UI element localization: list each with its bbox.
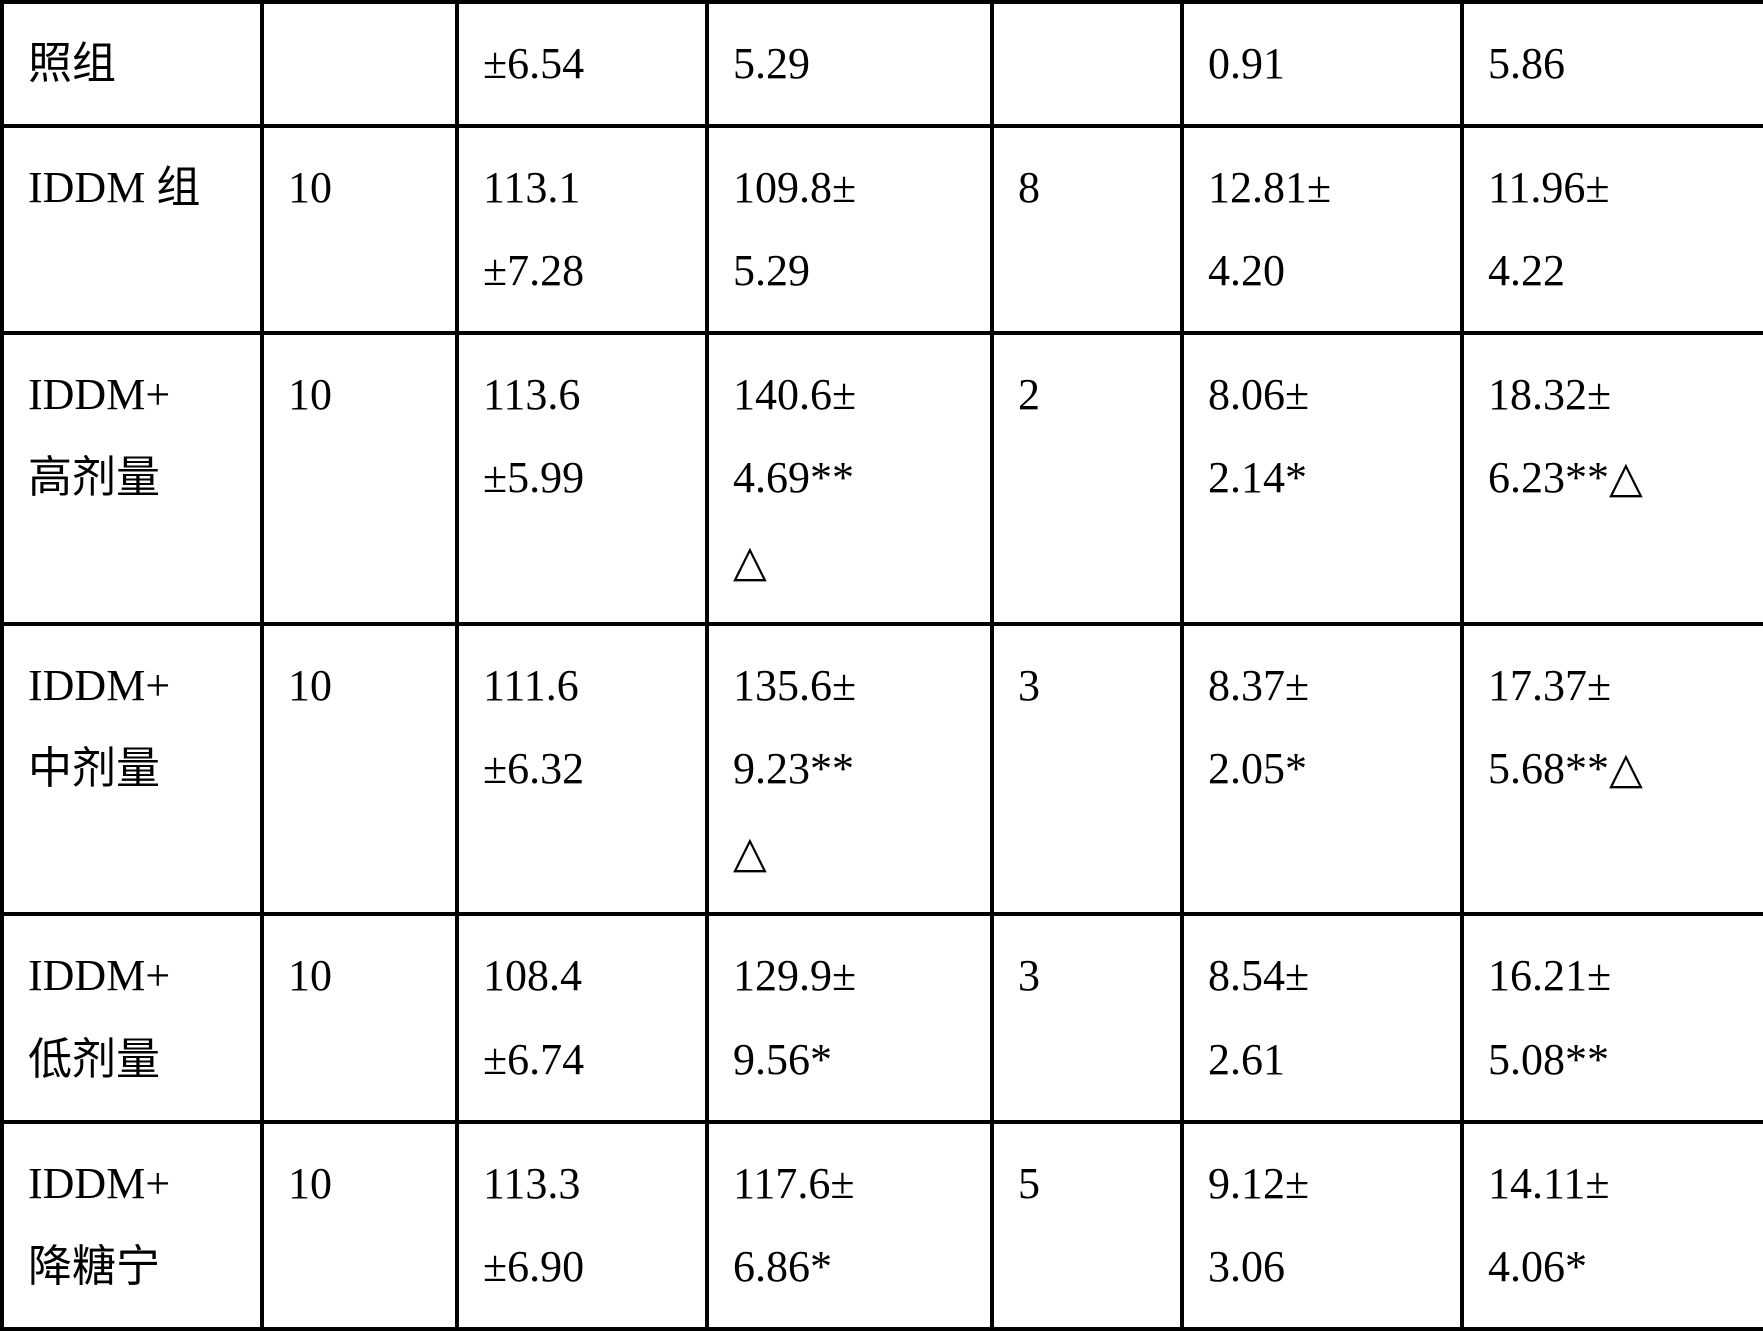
cell: 17.37± 5.68**△: [1462, 624, 1763, 915]
cell: 18.32± 6.23**△: [1462, 333, 1763, 624]
table-row: IDDM+ 低剂量 10 108.4 ±6.74 129.9± 9.56* 3 …: [2, 914, 1763, 1121]
cell: 12.81± 4.20: [1182, 126, 1462, 333]
table-row: IDDM+ 高剂量 10 113.6 ±5.99 140.6± 4.69** △…: [2, 333, 1763, 624]
cell: 5.29: [707, 2, 992, 126]
cell: 5.86: [1462, 2, 1763, 126]
cell: 16.21± 5.08**: [1462, 914, 1763, 1121]
cell: 8.06± 2.14*: [1182, 333, 1462, 624]
cell: 8: [992, 126, 1182, 333]
cell: IDDM+ 降糖宁: [2, 1122, 262, 1329]
cell: 113.1 ±7.28: [457, 126, 707, 333]
cell: 11.96± 4.22: [1462, 126, 1763, 333]
cell: 10: [262, 914, 457, 1121]
cell: [992, 2, 1182, 126]
table-row: IDDM+ 降糖宁 10 113.3 ±6.90 117.6± 6.86* 5 …: [2, 1122, 1763, 1329]
cell: IDDM 组: [2, 126, 262, 333]
cell: 135.6± 9.23** △: [707, 624, 992, 915]
cell: 10: [262, 333, 457, 624]
cell: 108.4 ±6.74: [457, 914, 707, 1121]
cell: 117.6± 6.86*: [707, 1122, 992, 1329]
cell: 10: [262, 1122, 457, 1329]
cell: IDDM+ 高剂量: [2, 333, 262, 624]
cell: 0.91: [1182, 2, 1462, 126]
cell: 140.6± 4.69** △: [707, 333, 992, 624]
cell: 113.3 ±6.90: [457, 1122, 707, 1329]
cell: ±6.54: [457, 2, 707, 126]
cell: 3: [992, 914, 1182, 1121]
data-table: 照组 ±6.54 5.29 0.91 5.86 IDDM 组 10 113.1 …: [0, 0, 1763, 1331]
cell: 129.9± 9.56*: [707, 914, 992, 1121]
cell: 2: [992, 333, 1182, 624]
cell: 10: [262, 624, 457, 915]
cell: 5: [992, 1122, 1182, 1329]
cell: 3: [992, 624, 1182, 915]
cell: IDDM+ 中剂量: [2, 624, 262, 915]
table-row: IDDM+ 中剂量 10 111.6 ±6.32 135.6± 9.23** △…: [2, 624, 1763, 915]
cell: 109.8± 5.29: [707, 126, 992, 333]
cell: 113.6 ±5.99: [457, 333, 707, 624]
table-row: 照组 ±6.54 5.29 0.91 5.86: [2, 2, 1763, 126]
cell: 9.12± 3.06: [1182, 1122, 1462, 1329]
cell: 8.37± 2.05*: [1182, 624, 1462, 915]
cell: [262, 2, 457, 126]
cell: 111.6 ±6.32: [457, 624, 707, 915]
cell: 8.54± 2.61: [1182, 914, 1462, 1121]
table-body: 照组 ±6.54 5.29 0.91 5.86 IDDM 组 10 113.1 …: [2, 2, 1763, 1329]
table-row: IDDM 组 10 113.1 ±7.28 109.8± 5.29 8 12.8…: [2, 126, 1763, 333]
cell: 照组: [2, 2, 262, 126]
cell: 14.11± 4.06*: [1462, 1122, 1763, 1329]
cell: 10: [262, 126, 457, 333]
cell: IDDM+ 低剂量: [2, 914, 262, 1121]
